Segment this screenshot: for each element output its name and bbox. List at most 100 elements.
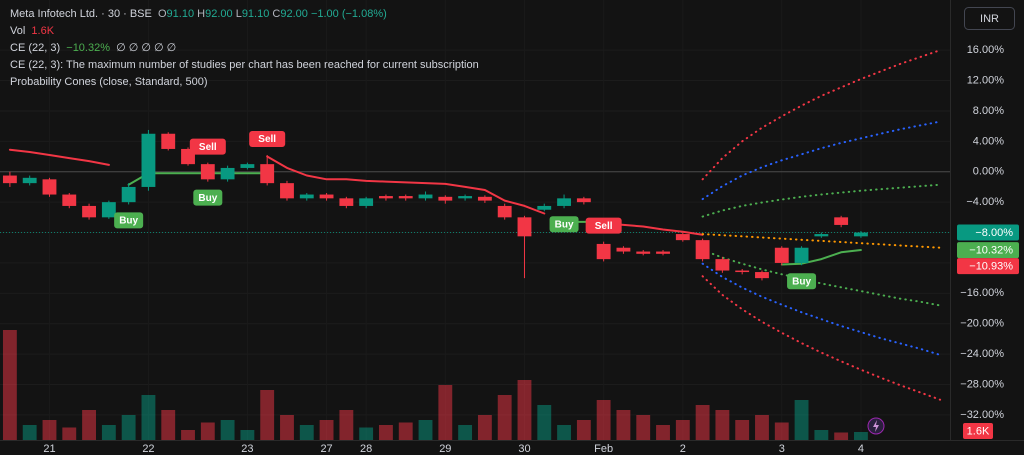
price-badge	[957, 242, 1019, 259]
volume-bar	[121, 415, 136, 440]
candle-body	[359, 198, 374, 206]
volume-bar	[299, 425, 314, 440]
volume-bar	[774, 422, 789, 440]
candle-body	[537, 205, 552, 210]
volume-bar	[794, 400, 809, 440]
volume-bar	[141, 395, 156, 440]
y-tick-label: −24.00%	[960, 348, 1004, 360]
signal-badge	[193, 189, 223, 206]
volume-bar	[398, 422, 413, 440]
volume-bar	[616, 410, 631, 440]
candle-body	[240, 164, 255, 168]
price-badge-label: −10.32%	[969, 245, 1013, 257]
x-tick-label: 3	[779, 443, 785, 455]
candle-body	[280, 183, 294, 199]
signal-label: Sell	[199, 142, 217, 153]
signal-badge	[549, 216, 579, 233]
signal-badge	[787, 273, 817, 290]
candle-body	[260, 164, 275, 184]
volume-bar	[339, 410, 354, 440]
y-tick-label: 0.00%	[973, 166, 1004, 178]
y-tick-label: −20.00%	[960, 318, 1004, 330]
volume-bar	[477, 415, 492, 440]
signal-label: Buy	[119, 216, 138, 227]
cone-line	[701, 275, 942, 401]
x-tick-label: 22	[142, 443, 154, 455]
volume-bar	[101, 425, 116, 440]
candle-body	[834, 217, 849, 225]
y-tick-label: −28.00%	[960, 378, 1004, 390]
volume-bar	[656, 425, 670, 440]
volume-bar	[359, 427, 374, 440]
y-tick-label: −32.00%	[960, 409, 1004, 421]
volume-bar	[418, 420, 433, 440]
x-tick-label: 27	[320, 443, 332, 455]
price-badge	[957, 258, 1019, 275]
candle-body	[497, 205, 512, 218]
candle-body	[299, 194, 314, 199]
volume-bar	[42, 420, 57, 440]
volume-bar	[319, 420, 334, 440]
volume-bar	[280, 415, 294, 440]
candle-body	[121, 186, 136, 203]
x-tick-label: 2	[680, 443, 686, 455]
candle-body	[200, 164, 215, 180]
volume-bar	[735, 420, 750, 440]
volume-bar	[438, 385, 453, 440]
volume-bar	[82, 410, 96, 440]
candle-body	[438, 196, 453, 201]
candle-body	[2, 175, 17, 184]
signal-label: Sell	[595, 221, 613, 232]
volume-bar	[161, 410, 176, 440]
candle-body	[220, 167, 235, 180]
candle-body	[398, 196, 413, 199]
candle-body	[101, 202, 116, 218]
candle-body	[854, 232, 868, 237]
volume-bar	[2, 330, 17, 440]
volume-bar	[854, 432, 868, 440]
candle-body	[141, 133, 156, 187]
cone-line	[701, 233, 942, 249]
signal-badge	[114, 212, 144, 229]
candle-body	[161, 133, 176, 149]
candle-body	[774, 247, 789, 263]
candle-body	[755, 272, 769, 279]
currency-label[interactable]: INR	[980, 13, 999, 25]
y-tick-label: 4.00%	[973, 135, 1004, 147]
x-tick-label: 23	[241, 443, 253, 455]
cone-line	[701, 249, 942, 307]
candle-body	[319, 194, 334, 199]
candle-body	[458, 196, 473, 199]
candle-body	[636, 251, 651, 254]
x-tick-label: 4	[858, 443, 864, 455]
candle-body	[675, 234, 690, 241]
candle-body	[477, 196, 492, 201]
axes: 16.00% 12.00% 8.00% 4.00% 0.00% −4.00% −8.00% −…	[43, 44, 1019, 455]
candles	[2, 129, 868, 281]
volume-bar	[517, 380, 532, 440]
y-tick-label: −16.00%	[960, 287, 1004, 299]
signals: Buy Sell Buy Sell Buy Sell Buy	[114, 131, 817, 290]
volume-bar	[379, 425, 393, 440]
candle-body	[62, 194, 77, 206]
candle-body	[418, 194, 433, 199]
y-tick-label: 8.00%	[973, 105, 1004, 117]
candle-body	[22, 177, 37, 184]
volume	[2, 330, 868, 440]
x-tick-label: 29	[439, 443, 451, 455]
volume-badge-label: 1.6K	[967, 425, 990, 437]
candle-body	[656, 251, 670, 254]
candle-body	[695, 240, 710, 260]
price-badge-label: −8.00%	[975, 227, 1013, 239]
signal-label: Buy	[555, 219, 574, 230]
signal-label: Sell	[258, 134, 276, 145]
volume-bar	[200, 422, 215, 440]
volume-badge	[963, 423, 993, 439]
volume-bar	[458, 425, 473, 440]
currency-button[interactable]	[964, 7, 1015, 30]
volume-bar	[596, 400, 611, 440]
candle-body	[616, 247, 631, 252]
